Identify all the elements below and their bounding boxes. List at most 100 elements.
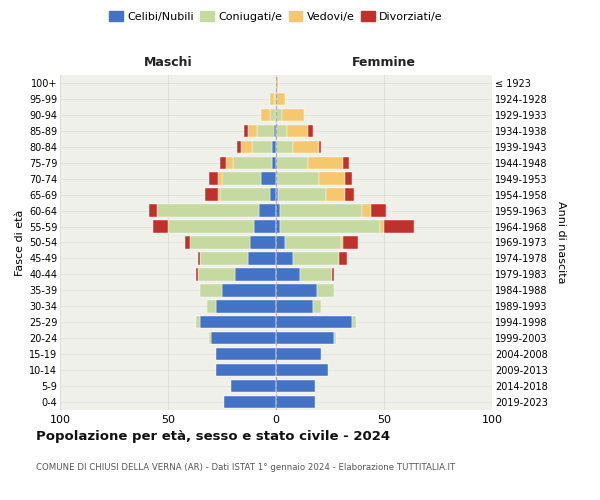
Bar [276,140,293,153]
Bar [276,77,278,89]
Bar [215,348,276,360]
Text: Maschi: Maschi [143,56,193,68]
Bar [157,204,259,217]
Y-axis label: Anni di nascita: Anni di nascita [556,201,566,284]
Bar [345,172,352,185]
Bar [276,236,284,248]
Bar [224,396,276,408]
Bar [308,156,343,169]
Bar [343,236,358,248]
Bar [250,236,276,248]
Bar [276,92,284,105]
Text: COMUNE DI CHIUSI DELLA VERNA (AR) - Dati ISTAT 1° gennaio 2024 - Elaborazione TU: COMUNE DI CHIUSI DELLA VERNA (AR) - Dati… [36,462,455,471]
Bar [205,188,218,201]
Bar [287,124,308,137]
Bar [276,348,322,360]
Bar [196,268,198,280]
Bar [222,172,261,185]
Bar [371,204,386,217]
Bar [207,300,215,312]
Bar [215,364,276,376]
Bar [384,220,414,233]
Bar [190,236,250,248]
Bar [272,156,276,169]
Bar [338,252,347,264]
Bar [233,156,272,169]
Bar [220,156,226,169]
Bar [218,172,222,185]
Bar [272,140,276,153]
Bar [261,108,269,121]
Bar [274,124,276,137]
Bar [220,188,269,201]
Bar [241,140,252,153]
Y-axis label: Fasce di età: Fasce di età [14,210,25,276]
Bar [254,220,276,233]
Bar [215,300,276,312]
Bar [341,236,343,248]
Bar [300,268,332,280]
Bar [153,220,168,233]
Bar [293,252,338,264]
Bar [380,220,384,233]
Bar [276,156,308,169]
Bar [276,284,317,296]
Bar [196,316,200,328]
Bar [226,156,233,169]
Bar [200,316,276,328]
Bar [200,252,248,264]
Bar [235,268,276,280]
Bar [276,396,315,408]
Bar [332,268,334,280]
Bar [211,332,276,344]
Bar [198,252,200,264]
Bar [313,300,322,312]
Legend: Celibi/Nubili, Coniugati/e, Vedovi/e, Divorziati/e: Celibi/Nubili, Coniugati/e, Vedovi/e, Di… [105,7,447,26]
Bar [259,204,276,217]
Bar [237,140,241,153]
Bar [209,332,211,344]
Bar [276,300,313,312]
Text: Popolazione per età, sesso e stato civile - 2024: Popolazione per età, sesso e stato civil… [36,430,390,443]
Bar [269,92,274,105]
Bar [276,268,300,280]
Bar [276,188,278,201]
Bar [248,252,276,264]
Bar [352,316,356,328]
Bar [276,380,315,392]
Bar [276,172,319,185]
Bar [319,140,322,153]
Bar [149,204,157,217]
Bar [168,220,254,233]
Bar [200,284,222,296]
Bar [276,252,293,264]
Bar [293,140,319,153]
Bar [269,188,276,201]
Bar [222,284,276,296]
Bar [284,236,341,248]
Bar [276,124,287,137]
Bar [326,188,345,201]
Bar [317,284,334,296]
Bar [280,220,380,233]
Bar [218,188,220,201]
Text: Femmine: Femmine [352,56,416,68]
Bar [269,108,276,121]
Bar [248,124,257,137]
Bar [209,172,218,185]
Bar [244,124,248,137]
Bar [257,124,274,137]
Bar [261,172,276,185]
Bar [362,204,371,217]
Bar [252,140,272,153]
Bar [319,172,345,185]
Bar [278,188,326,201]
Bar [276,316,352,328]
Bar [276,108,283,121]
Bar [185,236,190,248]
Bar [274,92,276,105]
Bar [283,108,304,121]
Bar [198,268,235,280]
Bar [343,156,349,169]
Bar [345,188,354,201]
